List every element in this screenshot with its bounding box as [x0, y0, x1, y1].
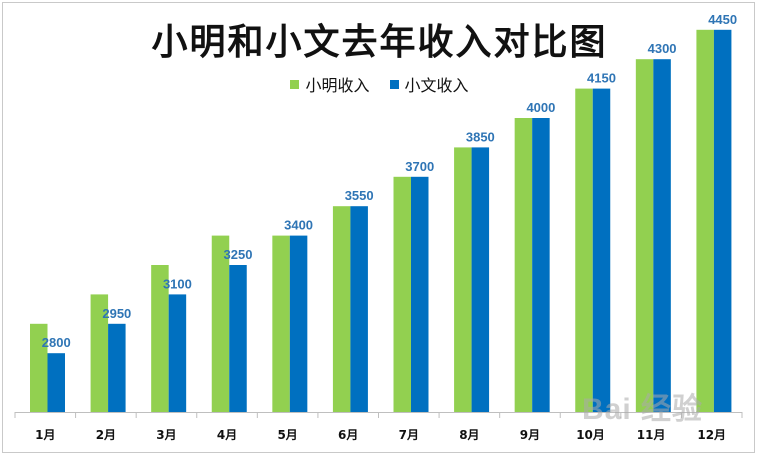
bar-xiaoming-8 [454, 147, 472, 412]
bar-xiaoming-6 [332, 206, 351, 412]
bar-xiaoming-10 [575, 88, 593, 412]
bar-xiaoming-5 [272, 235, 290, 412]
data-label-xiaowen-1: 2800 [42, 335, 71, 350]
bar-xiaoming-12 [696, 29, 714, 413]
x-tick-label-5: 5月 [277, 428, 297, 442]
bar-xiaoming-3 [151, 265, 169, 412]
bar-xiaowen-6 [350, 206, 368, 412]
legend-item-xiaowen: 小文收入 [389, 72, 469, 96]
bar-xiaoming-9 [514, 118, 533, 412]
bar-xiaowen-1 [47, 353, 65, 412]
legend-label-xiaoming: 小明收入 [305, 76, 370, 95]
bar-xiaowen-7 [411, 176, 429, 412]
x-tick-label-10: 10月 [576, 428, 605, 442]
chart-frame [2, 2, 755, 453]
data-label-xiaowen-9: 4000 [526, 100, 555, 115]
bar-xiaowen-3 [168, 294, 187, 412]
legend-label-xiaowen: 小文收入 [404, 76, 469, 95]
x-tick-label-3: 3月 [156, 428, 176, 442]
bar-xiaowen-8 [471, 147, 490, 412]
x-tick-label-7: 7月 [399, 428, 419, 442]
data-label-xiaowen-6: 3550 [345, 188, 374, 203]
data-label-xiaowen-7: 3700 [405, 159, 434, 174]
chart-legend: 小明收入 小文收入 [0, 72, 759, 96]
x-tick-label-8: 8月 [459, 428, 479, 442]
data-label-xiaowen-10: 4150 [587, 71, 616, 86]
x-tick-label-2: 2月 [96, 428, 116, 442]
bar-xiaoming-11 [635, 59, 654, 412]
bar-xiaoming-1 [30, 323, 48, 412]
x-tick-label-1: 1月 [35, 428, 55, 442]
bar-xiaowen-9 [532, 118, 550, 412]
x-tick-label-11: 11月 [637, 428, 666, 442]
data-label-xiaowen-5: 3400 [284, 218, 313, 233]
legend-swatch-xiaoming [290, 79, 300, 89]
x-tick-label-12: 12月 [697, 428, 726, 442]
bar-xiaowen-2 [108, 323, 126, 412]
data-label-xiaowen-12: 4450 [708, 12, 737, 27]
bar-xiaowen-4 [229, 265, 247, 412]
legend-item-xiaoming: 小明收入 [290, 72, 370, 96]
bar-xiaoming-4 [211, 235, 230, 412]
bar-xiaowen-5 [289, 235, 308, 412]
x-tick-label-4: 4月 [217, 428, 237, 442]
x-tick-label-6: 6月 [338, 428, 358, 442]
bar-xiaoming-2 [90, 294, 109, 412]
baidu-watermark: Bai 经验 [582, 393, 704, 426]
bar-xiaowen-11 [653, 59, 671, 412]
data-label-xiaowen-4: 3250 [224, 247, 253, 262]
data-label-xiaowen-2: 2950 [102, 306, 131, 321]
bar-xiaowen-12 [713, 29, 732, 413]
data-label-xiaowen-8: 3850 [466, 129, 495, 144]
bar-xiaoming-7 [393, 176, 411, 412]
chart-title: 小明和小文去年收入对比图 [151, 22, 608, 63]
x-tick-label-9: 9月 [520, 428, 540, 442]
legend-swatch-xiaowen [389, 79, 399, 89]
data-label-xiaowen-11: 4300 [648, 41, 677, 56]
data-label-xiaowen-3: 3100 [163, 276, 192, 291]
bar-xiaowen-10 [592, 88, 611, 412]
